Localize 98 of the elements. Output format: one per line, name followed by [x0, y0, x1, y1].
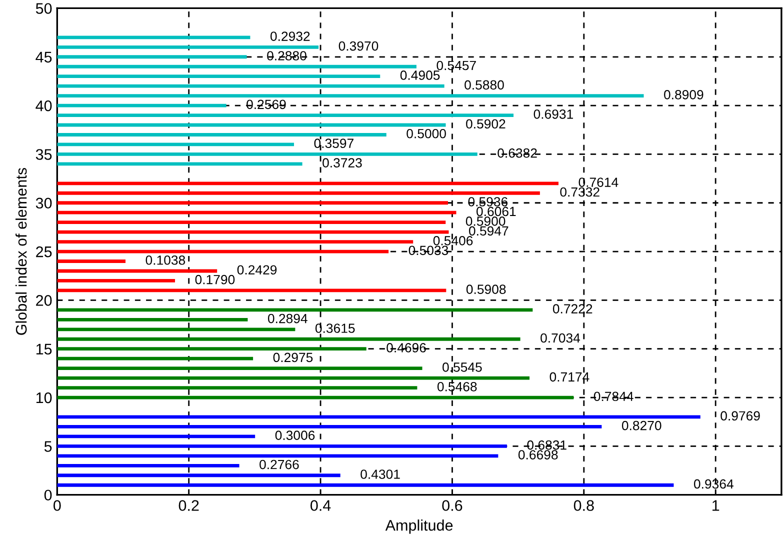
bar: [57, 94, 644, 98]
bar: [57, 191, 540, 195]
data-label: 0.5908: [466, 284, 506, 294]
x-tick-label: 0.4: [310, 500, 331, 511]
bar: [57, 464, 240, 468]
bar: [57, 376, 530, 380]
y-tick-label: 40: [36, 100, 52, 112]
bar: [57, 45, 319, 49]
y-axis-title: Global index of elements: [16, 168, 27, 335]
data-label: 0.6831: [527, 440, 566, 450]
data-label: 0.3597: [314, 138, 354, 148]
data-label: 0.6382: [498, 148, 537, 158]
bar: [57, 104, 226, 108]
data-label: 0.1790: [195, 274, 235, 284]
data-label: 0.6698: [518, 450, 558, 460]
y-tick-label: 10: [36, 392, 52, 404]
data-label: 0.5880: [464, 80, 504, 90]
bar: [57, 240, 414, 244]
bar: [57, 444, 507, 448]
data-label: 0.2429: [237, 265, 277, 275]
y-tick-label: 50: [36, 3, 52, 14]
bar: [57, 425, 602, 428]
bar: [57, 210, 456, 214]
data-label: 0.8270: [622, 420, 662, 430]
data-label: 0.4905: [400, 70, 440, 80]
data-label: 0.6931: [534, 109, 573, 119]
y-tick-label: 25: [36, 246, 52, 258]
data-label: 0.6061: [476, 206, 516, 216]
data-label: 0.3006: [275, 430, 315, 440]
bar: [57, 250, 389, 254]
bar: [57, 434, 256, 438]
data-label: 0.2766: [260, 460, 299, 470]
x-tick-label: 0.6: [442, 500, 462, 511]
x-tick-label: 0: [54, 500, 61, 511]
data-label: 0.5947: [468, 226, 508, 236]
bar: [57, 279, 176, 282]
bar: [57, 386, 418, 390]
x-axis-title: Amplitude: [385, 520, 453, 534]
bar: [57, 74, 380, 78]
y-tick-label: 15: [36, 344, 52, 355]
x-tick-label: 0.2: [178, 500, 199, 511]
data-label: 0.4301: [360, 470, 400, 479]
bar: [57, 84, 444, 88]
data-label: 0.2894: [268, 314, 308, 324]
data-label: 0.5457: [436, 60, 476, 70]
data-label: 0.8909: [664, 90, 704, 100]
bar: [57, 396, 574, 400]
data-label: 0.2975: [273, 352, 313, 362]
bar: [57, 347, 366, 351]
data-label: 0.9364: [694, 479, 734, 489]
data-label: 0.7614: [578, 178, 618, 187]
bar: [57, 337, 520, 341]
bar: [57, 308, 533, 312]
data-label: 0.5000: [406, 128, 446, 138]
data-label: 0.9769: [720, 411, 760, 421]
data-label: 0.3615: [315, 324, 355, 333]
data-label: 0.2880: [267, 51, 306, 60]
data-label: 0.5936: [468, 197, 508, 206]
data-label: 0.7174: [550, 372, 590, 382]
bar: [57, 162, 302, 166]
bar: [57, 55, 247, 59]
data-label: 0.7844: [594, 392, 634, 402]
data-label: 0.1038: [146, 255, 186, 265]
data-label: 0.3970: [338, 41, 378, 51]
bar: [57, 366, 422, 370]
bar: [57, 201, 448, 205]
y-tick-label: 30: [36, 198, 52, 209]
bar: [57, 133, 386, 136]
bar: [57, 182, 558, 186]
y-tick-label: 35: [36, 149, 52, 160]
bar: [57, 230, 449, 234]
y-tick-label: 45: [36, 52, 52, 63]
data-label: 0.7034: [540, 333, 580, 343]
bar: [57, 36, 250, 40]
data-label: 0.3723: [322, 158, 362, 168]
bar: [57, 114, 514, 117]
bar: [57, 260, 126, 263]
data-label: 0.5406: [433, 236, 473, 246]
bar: [57, 356, 254, 360]
bar: [57, 483, 674, 487]
data-label: 0.7222: [552, 304, 592, 314]
data-label: 0.2932: [270, 32, 310, 41]
bar: [57, 454, 498, 458]
x-tick-label: 0.8: [574, 500, 594, 511]
y-tick-label: 20: [36, 295, 52, 306]
bar: [57, 64, 416, 68]
data-label: 0.5468: [437, 382, 477, 392]
data-label: 0.5900: [466, 216, 506, 226]
bar: [57, 318, 248, 322]
data-label: 0.5545: [442, 362, 482, 372]
x-tick-label: 1: [712, 500, 720, 511]
y-tick-label: 0: [44, 490, 52, 501]
bar: [57, 220, 446, 224]
y-tick-label: 5: [44, 441, 52, 452]
data-label: 0.5902: [466, 119, 506, 129]
bar: [57, 152, 478, 156]
bar: [57, 328, 296, 332]
bar: [57, 474, 340, 478]
